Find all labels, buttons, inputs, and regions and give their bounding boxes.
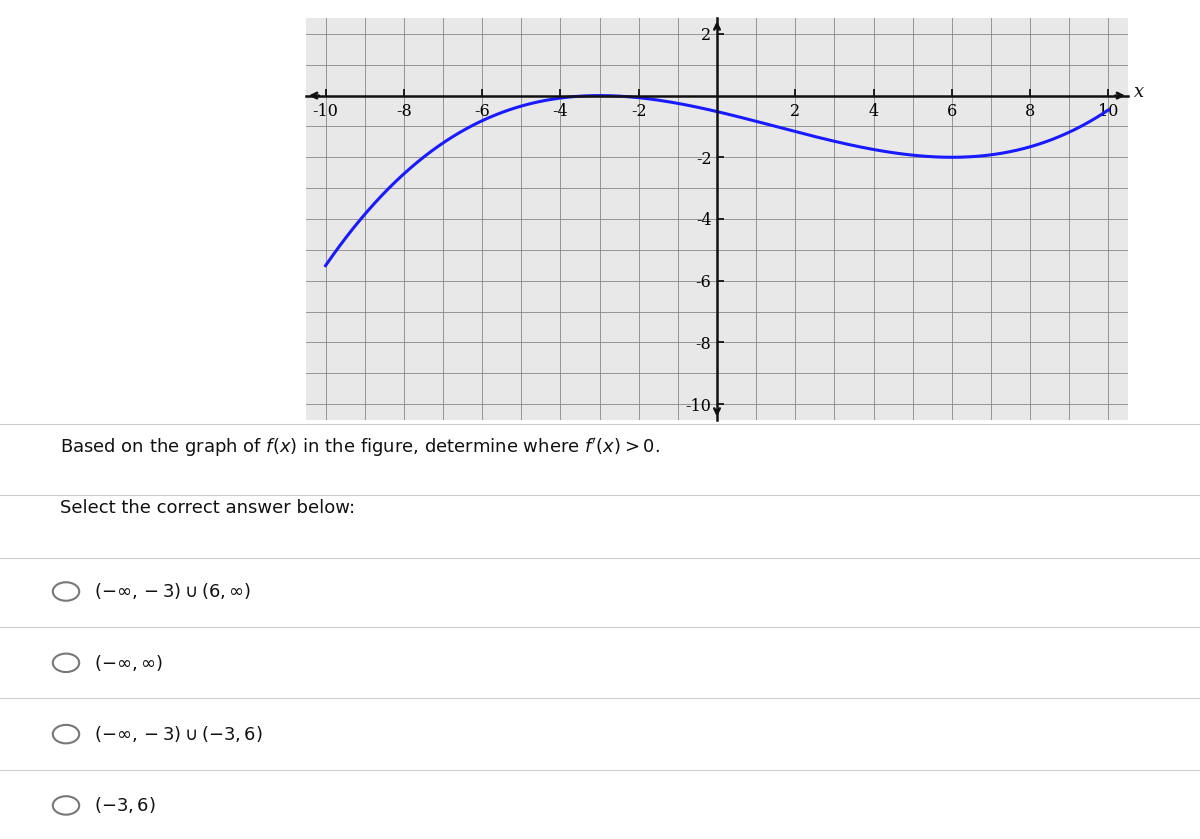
Text: $(-3, 6)$: $(-3, 6)$: [94, 795, 155, 816]
Text: Select the correct answer below:: Select the correct answer below:: [60, 499, 355, 517]
Text: x: x: [1134, 83, 1144, 101]
Text: $(-\infty, -3)\cup(-3, 6)$: $(-\infty, -3)\cup(-3, 6)$: [94, 724, 263, 744]
Text: Based on the graph of $f(x)$ in the figure, determine where $f'(x) > 0$.: Based on the graph of $f(x)$ in the figu…: [60, 436, 660, 459]
Text: $(-\infty, \infty)$: $(-\infty, \infty)$: [94, 653, 162, 673]
Text: $(-\infty, -3)\cup(6, \infty)$: $(-\infty, -3)\cup(6, \infty)$: [94, 581, 251, 602]
